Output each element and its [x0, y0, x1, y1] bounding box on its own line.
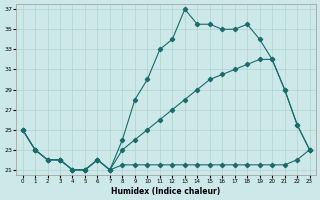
X-axis label: Humidex (Indice chaleur): Humidex (Indice chaleur) — [111, 187, 221, 196]
